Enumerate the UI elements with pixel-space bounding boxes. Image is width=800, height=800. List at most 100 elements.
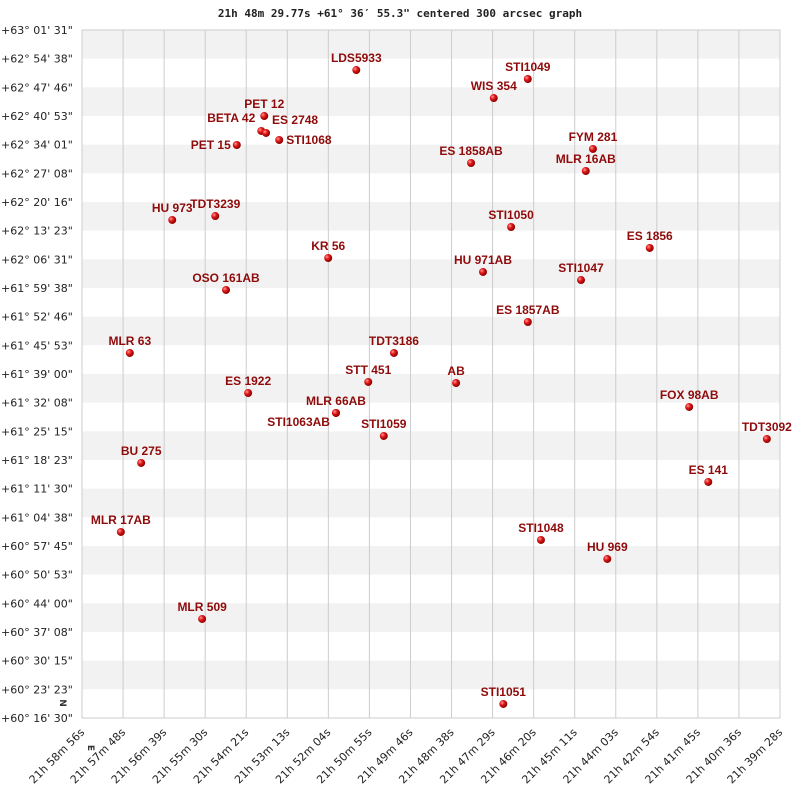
point-marker[interactable]	[352, 66, 361, 75]
background-bands	[82, 30, 780, 718]
point-marker[interactable]	[704, 477, 713, 486]
star-point[interactable]: MLR 509	[177, 600, 227, 623]
point-marker[interactable]	[467, 158, 476, 167]
star-point[interactable]: PET 12	[244, 97, 285, 121]
point-label: STI1059	[361, 417, 407, 431]
star-point[interactable]: MLR 16AB	[556, 152, 616, 175]
y-tick-label: +61° 45' 53"	[1, 339, 73, 352]
star-point[interactable]: TDT3239	[190, 197, 241, 221]
point-marker[interactable]	[685, 402, 694, 411]
star-point[interactable]: FOX 98AB	[660, 388, 719, 411]
point-label: AB	[447, 364, 465, 378]
star-point[interactable]: LDS5933	[331, 51, 382, 75]
point-label: HU 969	[587, 540, 628, 554]
point-marker[interactable]	[762, 435, 771, 444]
y-tick-label: +61° 18' 23"	[1, 454, 73, 467]
point-marker[interactable]	[116, 527, 125, 536]
band	[82, 660, 780, 690]
star-point[interactable]: FYM 281	[569, 130, 618, 153]
point-marker[interactable]	[262, 128, 271, 137]
y-tick-label: +62° 27' 08"	[1, 167, 73, 180]
point-label: ES 141	[689, 463, 729, 477]
point-label: TDT3186	[369, 334, 419, 348]
point-marker[interactable]	[198, 614, 207, 623]
band	[82, 546, 780, 575]
point-marker[interactable]	[275, 135, 284, 144]
star-point[interactable]: ES 1856	[627, 229, 673, 252]
point-marker[interactable]	[603, 554, 612, 563]
point-label: MLR 16AB	[556, 152, 616, 166]
y-tick-label: +61° 59' 38"	[1, 282, 73, 295]
point-marker[interactable]	[211, 212, 220, 221]
star-point[interactable]: WIS 354	[471, 79, 517, 103]
star-point[interactable]: STI1063AB	[267, 408, 340, 429]
band	[82, 689, 780, 718]
band	[82, 488, 780, 518]
star-point[interactable]: PET 15	[191, 138, 241, 152]
star-point[interactable]: ES 1922	[225, 374, 271, 398]
point-marker[interactable]	[581, 166, 590, 175]
star-point[interactable]: OSO 161AB	[192, 271, 260, 294]
point-marker[interactable]	[478, 267, 487, 276]
star-point[interactable]: AB	[447, 364, 465, 387]
point-marker[interactable]	[576, 276, 585, 285]
point-marker[interactable]	[379, 431, 388, 440]
star-point[interactable]: ES 1857AB	[496, 303, 560, 326]
point-marker[interactable]	[244, 389, 253, 398]
point-marker[interactable]	[507, 222, 516, 231]
y-tick-label: +60° 57' 45"	[1, 540, 73, 553]
y-tick-label: +60° 23' 23"	[1, 683, 73, 696]
point-marker[interactable]	[364, 377, 373, 386]
star-point[interactable]: HU 971AB	[454, 253, 512, 276]
star-point[interactable]: TDT3092	[742, 420, 792, 444]
band	[82, 173, 780, 202]
star-point[interactable]: HU 973	[152, 201, 193, 224]
star-point[interactable]: STI1059	[361, 417, 407, 440]
point-marker[interactable]	[125, 348, 134, 357]
y-tick-label: +60° 37' 08"	[1, 626, 73, 639]
y-tick-label: +62° 06' 31"	[1, 253, 73, 266]
point-marker[interactable]	[452, 378, 461, 387]
point-label: MLR 17AB	[91, 513, 151, 527]
star-point[interactable]: STI1068	[275, 133, 332, 147]
y-tick-label: +61° 25' 15"	[1, 425, 73, 438]
point-marker[interactable]	[523, 317, 532, 326]
star-point[interactable]: STI1051	[481, 685, 527, 708]
star-point[interactable]: STI1047	[558, 261, 604, 285]
band	[82, 374, 780, 403]
star-point[interactable]: ES 141	[689, 463, 729, 486]
band	[82, 316, 780, 346]
star-point[interactable]: STI1050	[488, 208, 534, 231]
star-point[interactable]: STT 451	[345, 363, 392, 386]
star-point[interactable]: ES 1858AB	[439, 144, 503, 167]
point-marker[interactable]	[499, 699, 508, 708]
star-point[interactable]: TDT3186	[369, 334, 419, 357]
y-tick-label: +62° 47' 46"	[1, 81, 73, 94]
band	[82, 87, 780, 116]
point-marker[interactable]	[536, 535, 545, 544]
point-marker[interactable]	[222, 285, 231, 294]
point-marker[interactable]	[523, 74, 532, 83]
star-point[interactable]: STI1048	[518, 521, 564, 544]
point-marker[interactable]	[168, 215, 177, 224]
point-marker[interactable]	[260, 112, 269, 121]
point-marker[interactable]	[324, 253, 333, 262]
point-marker[interactable]	[489, 94, 498, 103]
star-point[interactable]: HU 969	[587, 540, 628, 563]
star-point[interactable]: BU 275	[121, 444, 162, 467]
y-tick-label: +62° 34' 01"	[1, 139, 73, 152]
point-label: ES 1857AB	[496, 303, 560, 317]
point-marker[interactable]	[232, 141, 241, 150]
point-marker[interactable]	[645, 243, 654, 252]
point-marker[interactable]	[588, 144, 597, 153]
star-point[interactable]: KR 56	[311, 239, 346, 262]
star-point[interactable]: STI1049	[505, 60, 551, 83]
star-point[interactable]: MLR 17AB	[91, 513, 151, 536]
point-marker[interactable]	[389, 348, 398, 357]
y-tick-label: +61° 52' 46"	[1, 311, 73, 324]
point-marker[interactable]	[137, 458, 146, 467]
point-marker[interactable]	[331, 408, 340, 417]
star-point[interactable]: ES 2748	[262, 113, 318, 137]
star-point[interactable]: MLR 63	[108, 334, 151, 357]
